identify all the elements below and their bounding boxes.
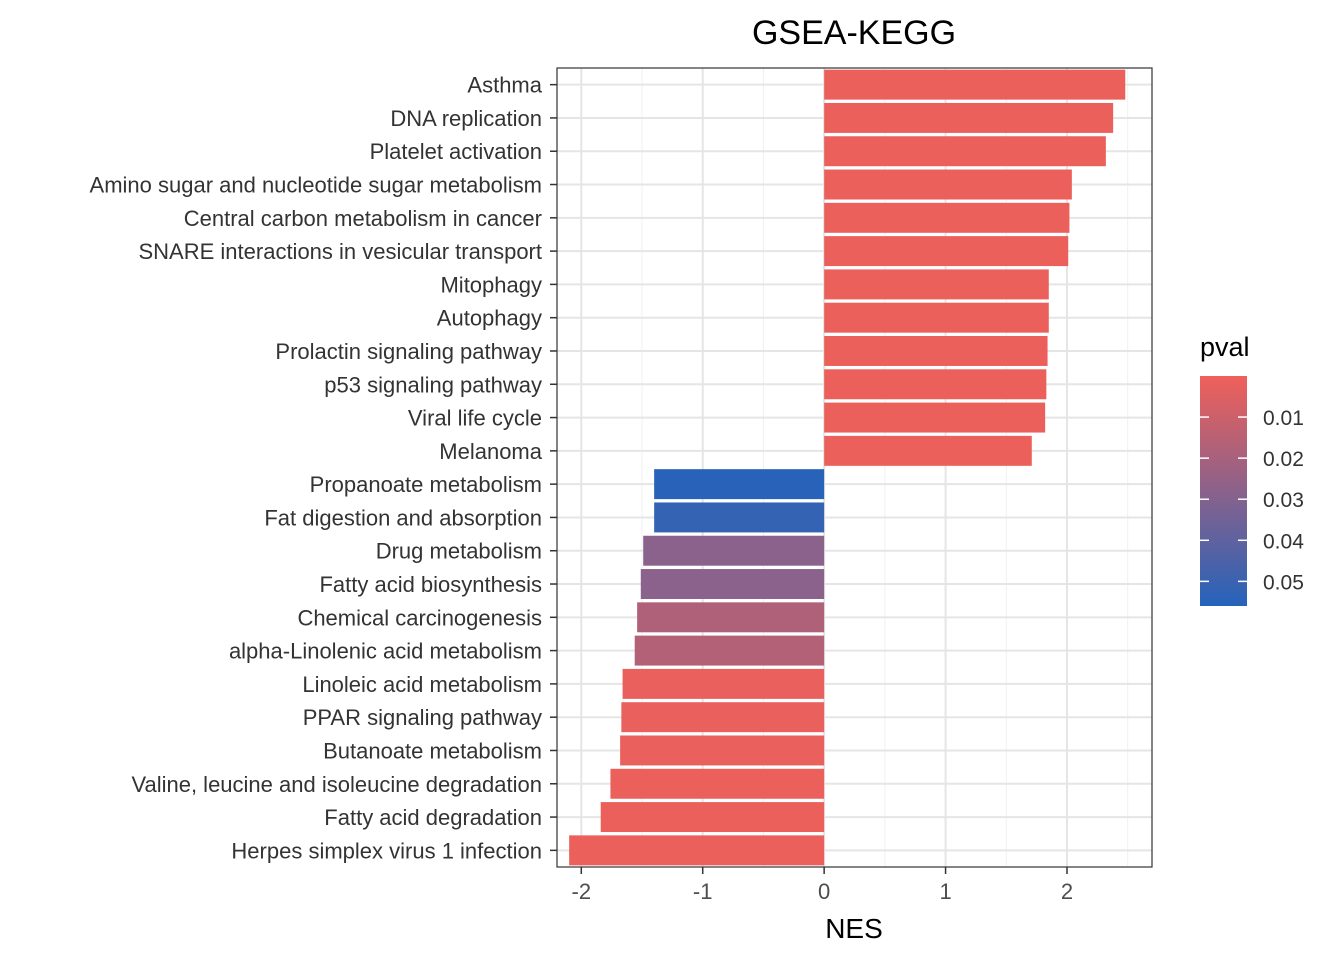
bar (654, 469, 825, 500)
chart-title: GSEA-KEGG (752, 14, 956, 52)
x-tick-label: 0 (818, 879, 830, 904)
legend: pval 0.01 0.02 0.03 0.04 0.05 (1200, 332, 1304, 606)
x-axis: -2 -1 0 1 2 (572, 867, 1073, 904)
category-label: Fatty acid biosynthesis (319, 572, 542, 597)
category-label: Valine, leucine and isoleucine degradati… (131, 772, 542, 797)
category-label: Viral life cycle (408, 406, 542, 431)
legend-title: pval (1200, 332, 1250, 362)
category-label: Asthma (467, 73, 542, 98)
bar (637, 602, 825, 633)
bar (634, 635, 825, 666)
category-label: Amino sugar and nucleotide sugar metabol… (90, 173, 542, 198)
bar (643, 535, 825, 566)
category-label: PPAR signaling pathway (303, 705, 542, 730)
x-tick-label: -2 (572, 879, 592, 904)
category-label: alpha-Linolenic acid metabolism (229, 639, 542, 664)
bar (600, 802, 825, 833)
category-label: Chemical carcinogenesis (297, 605, 542, 630)
x-tick-label: 1 (939, 879, 951, 904)
legend-ticks: 0.01 0.02 0.03 0.04 0.05 (1200, 407, 1304, 594)
legend-colorbar (1200, 376, 1247, 606)
bar (610, 768, 825, 799)
category-label: Mitophagy (440, 272, 542, 297)
category-label: Drug metabolism (376, 539, 542, 564)
bar (620, 735, 825, 766)
panel-border (556, 67, 1153, 868)
category-label: p53 signaling pathway (324, 372, 542, 397)
category-label: Central carbon metabolism in cancer (184, 206, 542, 231)
category-label: Fatty acid degradation (324, 805, 542, 830)
legend-tick-label: 0.05 (1263, 571, 1304, 594)
category-label: Herpes simplex virus 1 infection (231, 838, 542, 863)
bar (824, 102, 1114, 133)
bar (824, 169, 1072, 200)
x-axis-title: NES (825, 913, 883, 944)
category-label: Linoleic acid metabolism (302, 672, 542, 697)
category-label: Platelet activation (370, 139, 542, 164)
category-label: Prolactin signaling pathway (275, 339, 542, 364)
legend-tick-label: 0.01 (1263, 407, 1304, 430)
bar (824, 236, 1069, 267)
bar (622, 668, 825, 699)
bar (824, 69, 1126, 100)
bar (824, 369, 1047, 400)
bar (824, 302, 1049, 333)
bar (824, 402, 1046, 433)
bar (824, 269, 1049, 300)
category-label: Fat digestion and absorption (264, 505, 542, 530)
legend-tick-label: 0.03 (1263, 489, 1304, 512)
category-label: Butanoate metabolism (323, 738, 542, 763)
category-label: Melanoma (439, 439, 542, 464)
bar (824, 335, 1048, 366)
bars-layer (569, 69, 1126, 866)
legend-tick-label: 0.02 (1263, 448, 1304, 471)
bar (824, 435, 1032, 466)
category-labels: Asthma DNA replication Platelet activation… (90, 73, 557, 863)
bar (654, 502, 825, 533)
bar (824, 136, 1106, 167)
legend-tick-label: 0.04 (1263, 530, 1304, 553)
x-tick-label: -1 (693, 879, 713, 904)
category-label: Autophagy (437, 306, 542, 331)
bar (824, 202, 1070, 233)
x-tick-label: 2 (1061, 879, 1073, 904)
category-label: SNARE interactions in vesicular transpor… (139, 239, 543, 264)
bar (621, 702, 825, 733)
bar (640, 569, 825, 600)
bar (569, 835, 825, 866)
category-label: DNA replication (390, 106, 542, 131)
category-label: Propanoate metabolism (310, 472, 542, 497)
